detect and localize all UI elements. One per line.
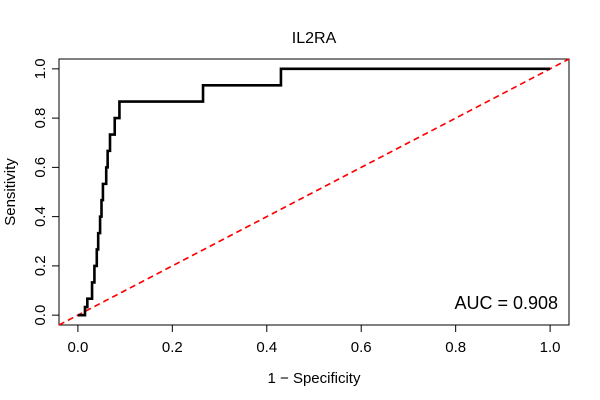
x-tick-label: 0.4 [256, 339, 277, 356]
y-tick-label: 0.8 [32, 108, 49, 129]
y-tick-label: 0.6 [32, 157, 49, 178]
x-axis-label: 1 − Specificity [268, 370, 361, 387]
x-tick-label: 1.0 [540, 339, 561, 356]
x-axis: 0.0 0.2 0.4 0.6 0.8 1.0 [67, 324, 561, 356]
y-tick-label: 0.4 [32, 206, 49, 227]
y-axis: 0.0 0.2 0.4 0.6 0.8 1.0 [32, 58, 60, 326]
roc-curve-line [77, 67, 551, 317]
auc-annotation: AUC = 0.908 [454, 293, 558, 313]
series-layer [58, 58, 570, 326]
y-tick-label: 1.0 [32, 58, 49, 79]
y-axis-label: Sensitivity [2, 158, 19, 226]
chart-title: IL2RA [292, 30, 337, 47]
x-tick-label: 0.6 [351, 339, 372, 356]
x-tick-label: 0.8 [445, 339, 466, 356]
y-tick-label: 0.2 [32, 255, 49, 276]
x-tick-label: 0.0 [67, 339, 88, 356]
x-tick-label: 0.2 [162, 339, 183, 356]
y-tick-label: 0.0 [32, 305, 49, 326]
reference-diagonal-line [58, 58, 570, 326]
